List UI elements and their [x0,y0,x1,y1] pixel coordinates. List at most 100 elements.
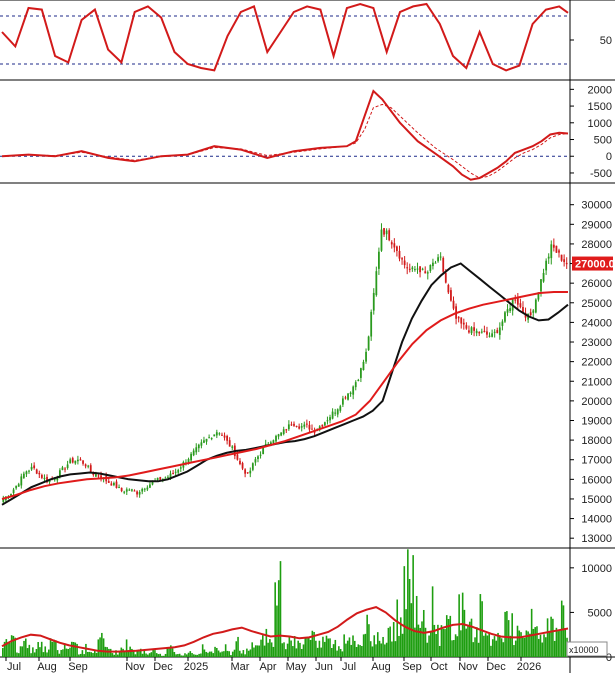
volume-bar [396,599,399,657]
volume-bar [178,653,181,657]
volume-bar [477,642,480,657]
y-tick-label: 30000 [581,200,612,212]
candle-body [483,330,486,333]
volume-bar [102,638,105,657]
candle-body [195,447,198,453]
volume-bar [51,641,54,657]
volume-bar [525,630,528,657]
volume-bar [398,635,400,657]
volume-bar [316,647,319,657]
volume-bar [426,642,429,657]
candle-body [323,422,326,426]
candle-body [432,262,434,267]
volume-bar [364,633,367,657]
y-tick-label: 17000 [581,455,612,467]
candle-body [540,279,542,292]
volume-bar [162,655,165,657]
x-tick-label: Nov [458,661,478,673]
candle-body [120,487,123,492]
volume-bar [548,630,551,657]
candle-body [398,250,401,259]
volume-bar [497,632,499,657]
volume-bar [69,647,71,657]
candle-body [257,456,259,459]
volume-bar [545,637,547,657]
candle-body [496,330,499,334]
candle-body [367,336,370,350]
candle-body [20,476,23,486]
candle-body [401,258,403,260]
candle-body [275,435,277,442]
volume-bar [444,629,446,657]
volume-bar [63,643,66,657]
candle-body [385,230,388,235]
candle-body [300,426,303,428]
candle-body [100,475,102,479]
candle-body [2,498,5,502]
volume-bar [357,644,360,657]
volume-bar [546,618,549,657]
volume-bar [376,632,379,657]
candle-body [486,331,488,335]
volume-bar [290,640,292,657]
candle-body [40,475,43,478]
volume-bar [431,586,434,657]
volume-bar [341,651,344,657]
candle-body [522,306,524,313]
volume-bar [99,637,101,657]
volume-bar [562,605,565,657]
volume-bar [23,640,25,657]
candle-body [468,330,470,333]
volume-bar [265,628,268,657]
candle-body [200,442,203,446]
volume-bar [78,654,80,657]
volume-bar [173,651,176,657]
volume-bar [465,628,468,657]
volume-bar [361,646,363,657]
candle-body [305,423,308,425]
volume-bar [166,647,169,657]
volume-bar [21,646,24,657]
candle-body [95,474,97,477]
candle-body [133,490,136,492]
volume-bar [37,642,39,657]
candle-body [298,426,301,429]
volume-bar [401,633,404,657]
volume-bar [536,626,538,657]
volume-bar [216,647,218,657]
volume-bar [437,624,439,657]
y-tick-label: 50 [600,35,612,47]
volume-bar [288,636,291,657]
volume-bar [435,634,437,657]
volume-bar [286,643,289,657]
candle-body [488,335,491,337]
volume-bar [244,654,246,657]
volume-bar [304,638,307,657]
candle-body [285,429,288,431]
volume-bar [336,650,338,657]
volume-bar [224,644,227,657]
volume-bar [412,555,414,657]
y-tick-label: 28000 [581,239,612,251]
volume-bar [428,635,430,657]
candle-body [416,268,419,270]
volume-bar [125,639,128,657]
volume-bar [467,625,469,657]
volume-bar [46,652,48,657]
volume-bar [509,635,512,657]
candle-body [280,432,283,436]
x-tick-label: 2025 [184,661,208,673]
volume-bar [382,636,384,657]
candle-body [159,477,162,480]
volume-bar [17,653,20,657]
y-tick-label: 0 [606,652,612,664]
volume-bar [189,651,192,657]
candle-body [354,382,357,388]
volume-bar [500,638,503,657]
candle-body [125,489,128,492]
volume-bar [170,645,172,657]
volume-bar [214,646,216,657]
volume-bar [115,650,117,657]
volume-bar [421,621,423,657]
